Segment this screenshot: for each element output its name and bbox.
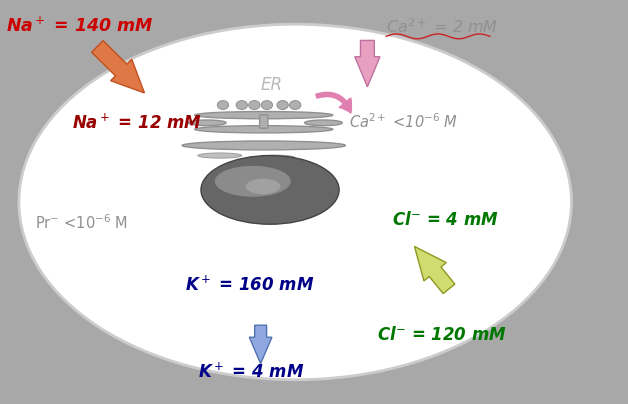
Ellipse shape (188, 120, 226, 126)
Text: Na$^+$ = 12 mM: Na$^+$ = 12 mM (72, 114, 202, 133)
FancyArrow shape (92, 41, 144, 93)
Ellipse shape (215, 166, 291, 197)
Ellipse shape (201, 156, 339, 224)
Text: Cl$^{-}$ = 4 mM: Cl$^{-}$ = 4 mM (392, 211, 499, 229)
FancyArrow shape (249, 325, 272, 364)
FancyArrow shape (414, 246, 455, 294)
FancyArrow shape (355, 40, 380, 87)
Ellipse shape (236, 101, 247, 109)
Ellipse shape (217, 101, 229, 109)
Text: Ca$^{2+}$ <10$^{-6}$ M: Ca$^{2+}$ <10$^{-6}$ M (349, 112, 457, 130)
Text: Cl$^{-}$ = 120 mM: Cl$^{-}$ = 120 mM (377, 326, 507, 344)
Ellipse shape (290, 101, 301, 109)
Ellipse shape (257, 155, 295, 160)
Ellipse shape (305, 120, 342, 126)
Text: K$^+$ = 4 mM: K$^+$ = 4 mM (198, 362, 304, 381)
Ellipse shape (19, 24, 571, 380)
Text: ER: ER (261, 76, 283, 94)
Text: Pr$^{-}$ <10$^{-6}$ M: Pr$^{-}$ <10$^{-6}$ M (35, 213, 127, 231)
Ellipse shape (249, 101, 260, 109)
Ellipse shape (246, 179, 280, 194)
Ellipse shape (195, 112, 333, 119)
Text: K$^+$ = 160 mM: K$^+$ = 160 mM (185, 275, 315, 295)
Text: Ca$^{2+}$ = 2 mM: Ca$^{2+}$ = 2 mM (386, 17, 499, 36)
Ellipse shape (277, 101, 288, 109)
FancyBboxPatch shape (259, 115, 268, 128)
FancyArrowPatch shape (316, 93, 351, 113)
Text: Na$^+$ = 140 mM: Na$^+$ = 140 mM (6, 17, 154, 36)
Ellipse shape (261, 101, 273, 109)
Ellipse shape (195, 126, 333, 133)
Ellipse shape (182, 141, 345, 150)
Ellipse shape (198, 153, 242, 158)
